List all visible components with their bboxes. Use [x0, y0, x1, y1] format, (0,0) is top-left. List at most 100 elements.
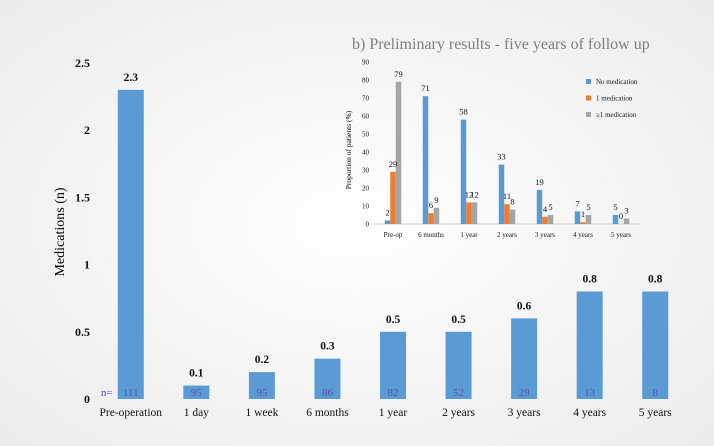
main-x-tick-label: 1 week — [245, 407, 278, 419]
main-n-label: 52 — [453, 387, 464, 399]
inset-value-label: 58 — [459, 107, 468, 117]
main-value-label: 0.2 — [255, 354, 270, 366]
main-x-tick-label: 1 year — [379, 407, 408, 419]
inset-bar — [580, 222, 586, 224]
main-y-tick-label: 2.5 — [75, 56, 90, 70]
main-bar — [576, 291, 603, 399]
inset-y-axis-label: Proportion of patients (%) — [344, 110, 353, 189]
inset-x-tick-label: 5 years — [611, 231, 631, 239]
main-value-labels: 2.3 0.1 0.2 0.3 0.5 0.5 0.6 0.8 0.8 — [124, 72, 663, 380]
inset-value-label: 1 — [581, 209, 585, 219]
inset-bar — [395, 81, 402, 224]
inset-y-tick-label: 0 — [366, 221, 370, 229]
inset-x-tick-label: 4 years — [573, 231, 593, 239]
inset-value-label: 3 — [624, 206, 628, 216]
main-y-tick-label: 0.5 — [75, 325, 90, 339]
main-value-label: 0.6 — [517, 300, 532, 312]
main-y-tick-label: 1.5 — [75, 190, 90, 204]
main-value-label: 0.8 — [648, 273, 663, 285]
inset-chart: b) Preliminary results - five years of f… — [344, 36, 650, 239]
inset-bar — [384, 220, 391, 224]
main-n-label: 29 — [519, 387, 531, 399]
inset-value-label: 8 — [510, 197, 514, 207]
main-value-label: 2.3 — [124, 72, 139, 84]
main-x-tick-label: 4 years — [573, 407, 606, 419]
inset-value-label: 9 — [434, 195, 438, 205]
main-x-tick-label: 3 years — [508, 407, 541, 419]
inset-value-label: 5 — [586, 202, 590, 212]
main-bar — [117, 89, 144, 399]
main-bar — [511, 318, 538, 399]
main-n-labels: 111 95 95 86 82 52 29 13 8 n= — [101, 387, 659, 399]
main-n-label: 86 — [322, 387, 334, 399]
main-x-tick-label: 2 years — [442, 407, 475, 419]
main-y-tick-label: 2 — [84, 123, 90, 137]
main-value-label: 0.1 — [189, 368, 204, 380]
inset-title: b) Preliminary results - five years of f… — [352, 36, 650, 53]
inset-bar — [460, 119, 467, 224]
inset-legend-label: 1 medication — [596, 95, 633, 103]
inset-bar — [536, 189, 543, 224]
inset-value-label: 0 — [619, 211, 623, 221]
inset-y-tick-label: 80 — [362, 77, 370, 85]
main-n-label: 95 — [191, 387, 203, 399]
main-value-label: 0.5 — [386, 314, 401, 326]
inset-value-label: 7 — [575, 198, 579, 208]
inset-x-tick-label: 6 months — [418, 231, 444, 239]
inset-value-label: 12 — [465, 189, 474, 199]
inset-bar — [547, 215, 554, 224]
inset-legend-label: ≥1 medication — [596, 111, 637, 119]
inset-x-tick-label: 2 years — [497, 231, 517, 239]
main-bars — [117, 89, 669, 399]
inset-value-label: 33 — [497, 152, 506, 162]
inset-bar — [504, 204, 510, 224]
main-x-tick-label: 1 day — [184, 407, 209, 419]
main-value-label: 0.3 — [320, 341, 335, 353]
inset-x-tick-label: 1 year — [460, 231, 478, 239]
inset-bar — [390, 171, 396, 224]
inset-value-label: 2 — [385, 207, 389, 217]
main-bar — [314, 358, 341, 399]
inset-y-tick-label: 20 — [362, 185, 370, 193]
main-value-label: 0.8 — [582, 273, 597, 285]
main-bar — [380, 331, 406, 399]
inset-x-ticks: Pre-op 6 months 1 year 2 years 3 years 4 year… — [384, 231, 632, 239]
main-x-tick-label: Pre-operation — [99, 407, 162, 419]
inset-legend-swatch — [586, 95, 591, 101]
inset-value-label: 5 — [613, 202, 617, 212]
inset-value-label: 11 — [503, 191, 511, 201]
inset-bars — [384, 81, 630, 224]
inset-value-label: 19 — [535, 177, 544, 187]
inset-bar — [612, 215, 619, 224]
inset-y-tick-label: 90 — [362, 59, 370, 67]
main-value-label: 0.5 — [451, 314, 466, 326]
inset-bar — [509, 209, 516, 224]
main-x-tick-label: 6 months — [306, 407, 349, 419]
inset-x-tick-label: 3 years — [535, 231, 555, 239]
main-y-axis-label: Medications (n) — [53, 187, 68, 276]
inset-y-tick-label: 40 — [362, 149, 370, 157]
inset-value-label: 71 — [421, 83, 430, 93]
main-bar — [248, 372, 275, 399]
main-x-ticks: Pre-operation 1 day 1 week 6 months 1 year 2 … — [99, 407, 672, 419]
main-n-label: 13 — [584, 387, 596, 399]
inset-y-tick-label: 70 — [362, 95, 370, 103]
inset-y-tick-label: 30 — [362, 167, 370, 175]
inset-bar — [471, 202, 478, 224]
inset-y-tick-label: 60 — [362, 113, 370, 121]
inset-value-label: 12 — [470, 189, 479, 199]
inset-y-ticks: 0 10 20 30 40 50 60 70 80 90 — [362, 59, 370, 229]
main-bar — [445, 331, 472, 399]
inset-legend-swatch — [586, 112, 591, 117]
inset-bar — [433, 207, 440, 224]
inset-legend: No medication 1 medication ≥1 medication — [586, 78, 638, 119]
main-n-label: 95 — [256, 387, 268, 399]
main-bar — [183, 385, 210, 399]
main-chart: Medications (n) 0 0.5 1 1.5 2 2.5 2.3 0.1 0.2 0.… — [53, 56, 672, 419]
main-n-label: 8 — [652, 387, 658, 399]
inset-y-tick-label: 10 — [362, 203, 370, 211]
inset-bar — [585, 215, 592, 224]
